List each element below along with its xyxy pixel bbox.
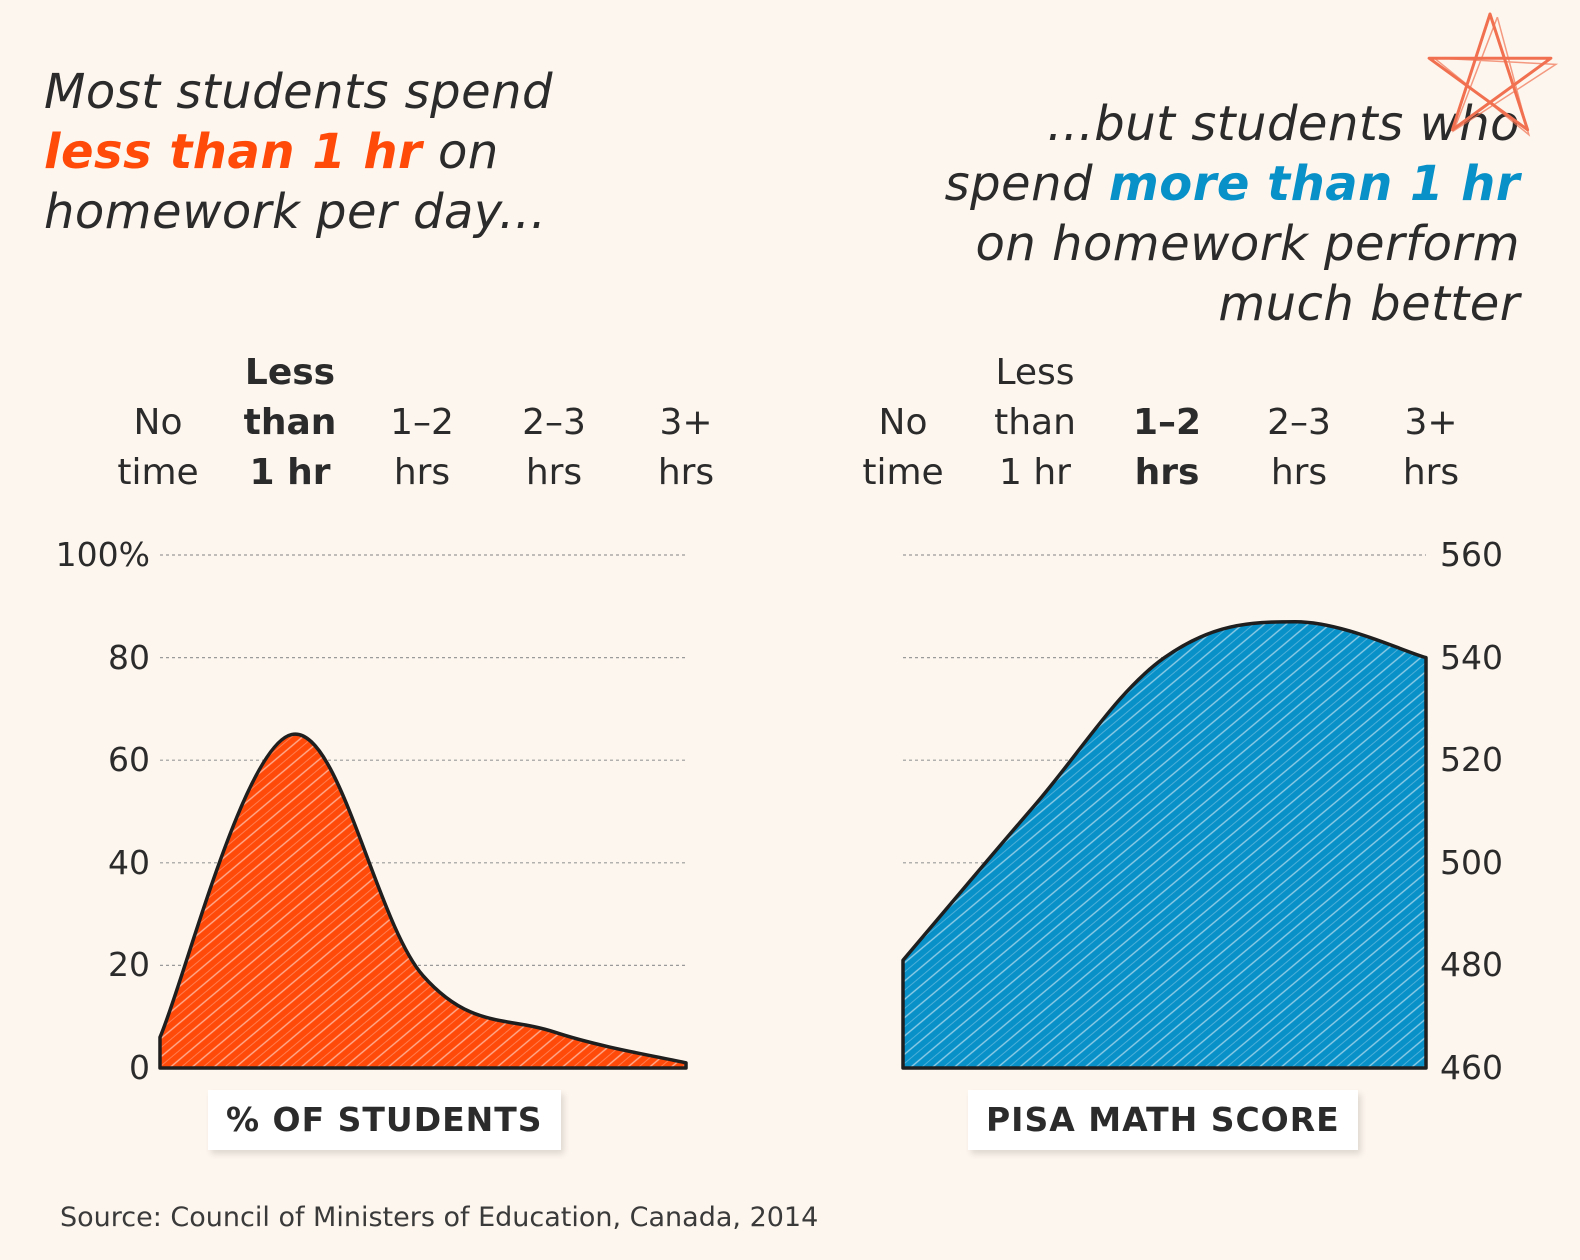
- right-heading-line-2-start: spend: [944, 156, 1109, 212]
- source-note: Source: Council of Ministers of Educatio…: [60, 1202, 819, 1233]
- category-label-line: 2–3: [1267, 402, 1331, 443]
- category-label: Less than 1 hr: [965, 348, 1105, 498]
- category-label-line: hrs: [525, 452, 583, 493]
- y-tick-label: 540: [1440, 637, 1503, 677]
- category-label-line: 1 hr: [999, 452, 1071, 493]
- category-label-line: hrs: [1402, 452, 1460, 493]
- category-label-line: hrs: [1134, 452, 1200, 493]
- category-label-line: 2–3: [522, 402, 586, 443]
- category-label-line: Less: [995, 352, 1075, 393]
- right-heading-line-3: on homework perform: [975, 216, 1520, 272]
- category-label: Less than 1 hr: [220, 348, 360, 498]
- right-heading: ...but students who spend more than 1 hr…: [880, 94, 1520, 334]
- area-hatch: [160, 734, 686, 1068]
- y-tick-label: 560: [1440, 535, 1503, 574]
- left-heading-line-1: Most students spend: [44, 64, 554, 120]
- left-heading-highlight: less than 1 hr: [44, 124, 423, 180]
- y-tick-label: 20: [108, 945, 150, 985]
- category-label: 2–3 hrs: [1229, 398, 1369, 498]
- y-tick-label: 40: [108, 842, 150, 882]
- area-outline: [158, 732, 688, 1070]
- y-tick-label: 480: [1440, 945, 1503, 985]
- category-label-line: hrs: [657, 452, 715, 493]
- category-label: No time: [833, 398, 973, 498]
- category-label-line: 3+: [659, 402, 713, 443]
- star-stroke-echo: [1431, 16, 1559, 137]
- category-label: 3+ hrs: [616, 398, 756, 498]
- category-label-line: 3+: [1404, 402, 1458, 443]
- left-axis-label: % OF STUDENTS: [208, 1090, 561, 1150]
- hand-drawn-star-icon: [1427, 12, 1559, 137]
- y-tick-label: 80: [108, 637, 150, 677]
- category-label: No time: [88, 398, 228, 498]
- left-heading-line-3: homework per day...: [44, 184, 547, 240]
- students-percent-chart: [158, 554, 688, 1070]
- right-heading-line-4: much better: [1218, 276, 1520, 332]
- y-tick-label: 100%: [55, 535, 150, 574]
- pisa-score-chart: [901, 554, 1428, 1070]
- y-tick-label: 60: [108, 740, 150, 780]
- category-label-line: than: [243, 402, 337, 443]
- category-label-line: 1–2: [1132, 402, 1202, 443]
- category-label-line: 1 hr: [249, 452, 331, 493]
- right-axis-label: PISA MATH SCORE: [968, 1090, 1358, 1150]
- category-label-line: Less: [244, 352, 336, 393]
- category-label: 1–2 hrs: [1097, 398, 1237, 498]
- category-label-line: time: [862, 452, 944, 493]
- category-label-line: 1–2: [390, 402, 454, 443]
- y-tick-label: 520: [1440, 740, 1503, 780]
- category-label-line: No: [878, 402, 928, 443]
- area-hatch: [903, 621, 1426, 1068]
- y-tick-label: 460: [1440, 1048, 1503, 1087]
- category-label: 1–2 hrs: [352, 398, 492, 498]
- left-heading: Most students spend less than 1 hr on ho…: [44, 62, 684, 242]
- right-heading-line-1: ...but students who: [1046, 96, 1520, 152]
- category-label-line: hrs: [1270, 452, 1328, 493]
- category-label-line: time: [117, 452, 199, 493]
- y-tick-label: 0: [129, 1048, 150, 1087]
- category-label-line: than: [994, 402, 1076, 443]
- right-heading-line-2: spend more than 1 hr: [880, 154, 1520, 214]
- y-tick-label: 500: [1440, 842, 1503, 882]
- left-heading-line-2: less than 1 hr on: [44, 122, 684, 182]
- category-label: 3+ hrs: [1361, 398, 1501, 498]
- category-label-line: No: [133, 402, 183, 443]
- right-heading-highlight: more than 1 hr: [1108, 156, 1520, 212]
- category-label: 2–3 hrs: [484, 398, 624, 498]
- star-stroke: [1427, 12, 1553, 132]
- category-label-line: hrs: [393, 452, 451, 493]
- left-heading-line-2-rest: on: [422, 124, 499, 180]
- area-outline: [901, 619, 1428, 1070]
